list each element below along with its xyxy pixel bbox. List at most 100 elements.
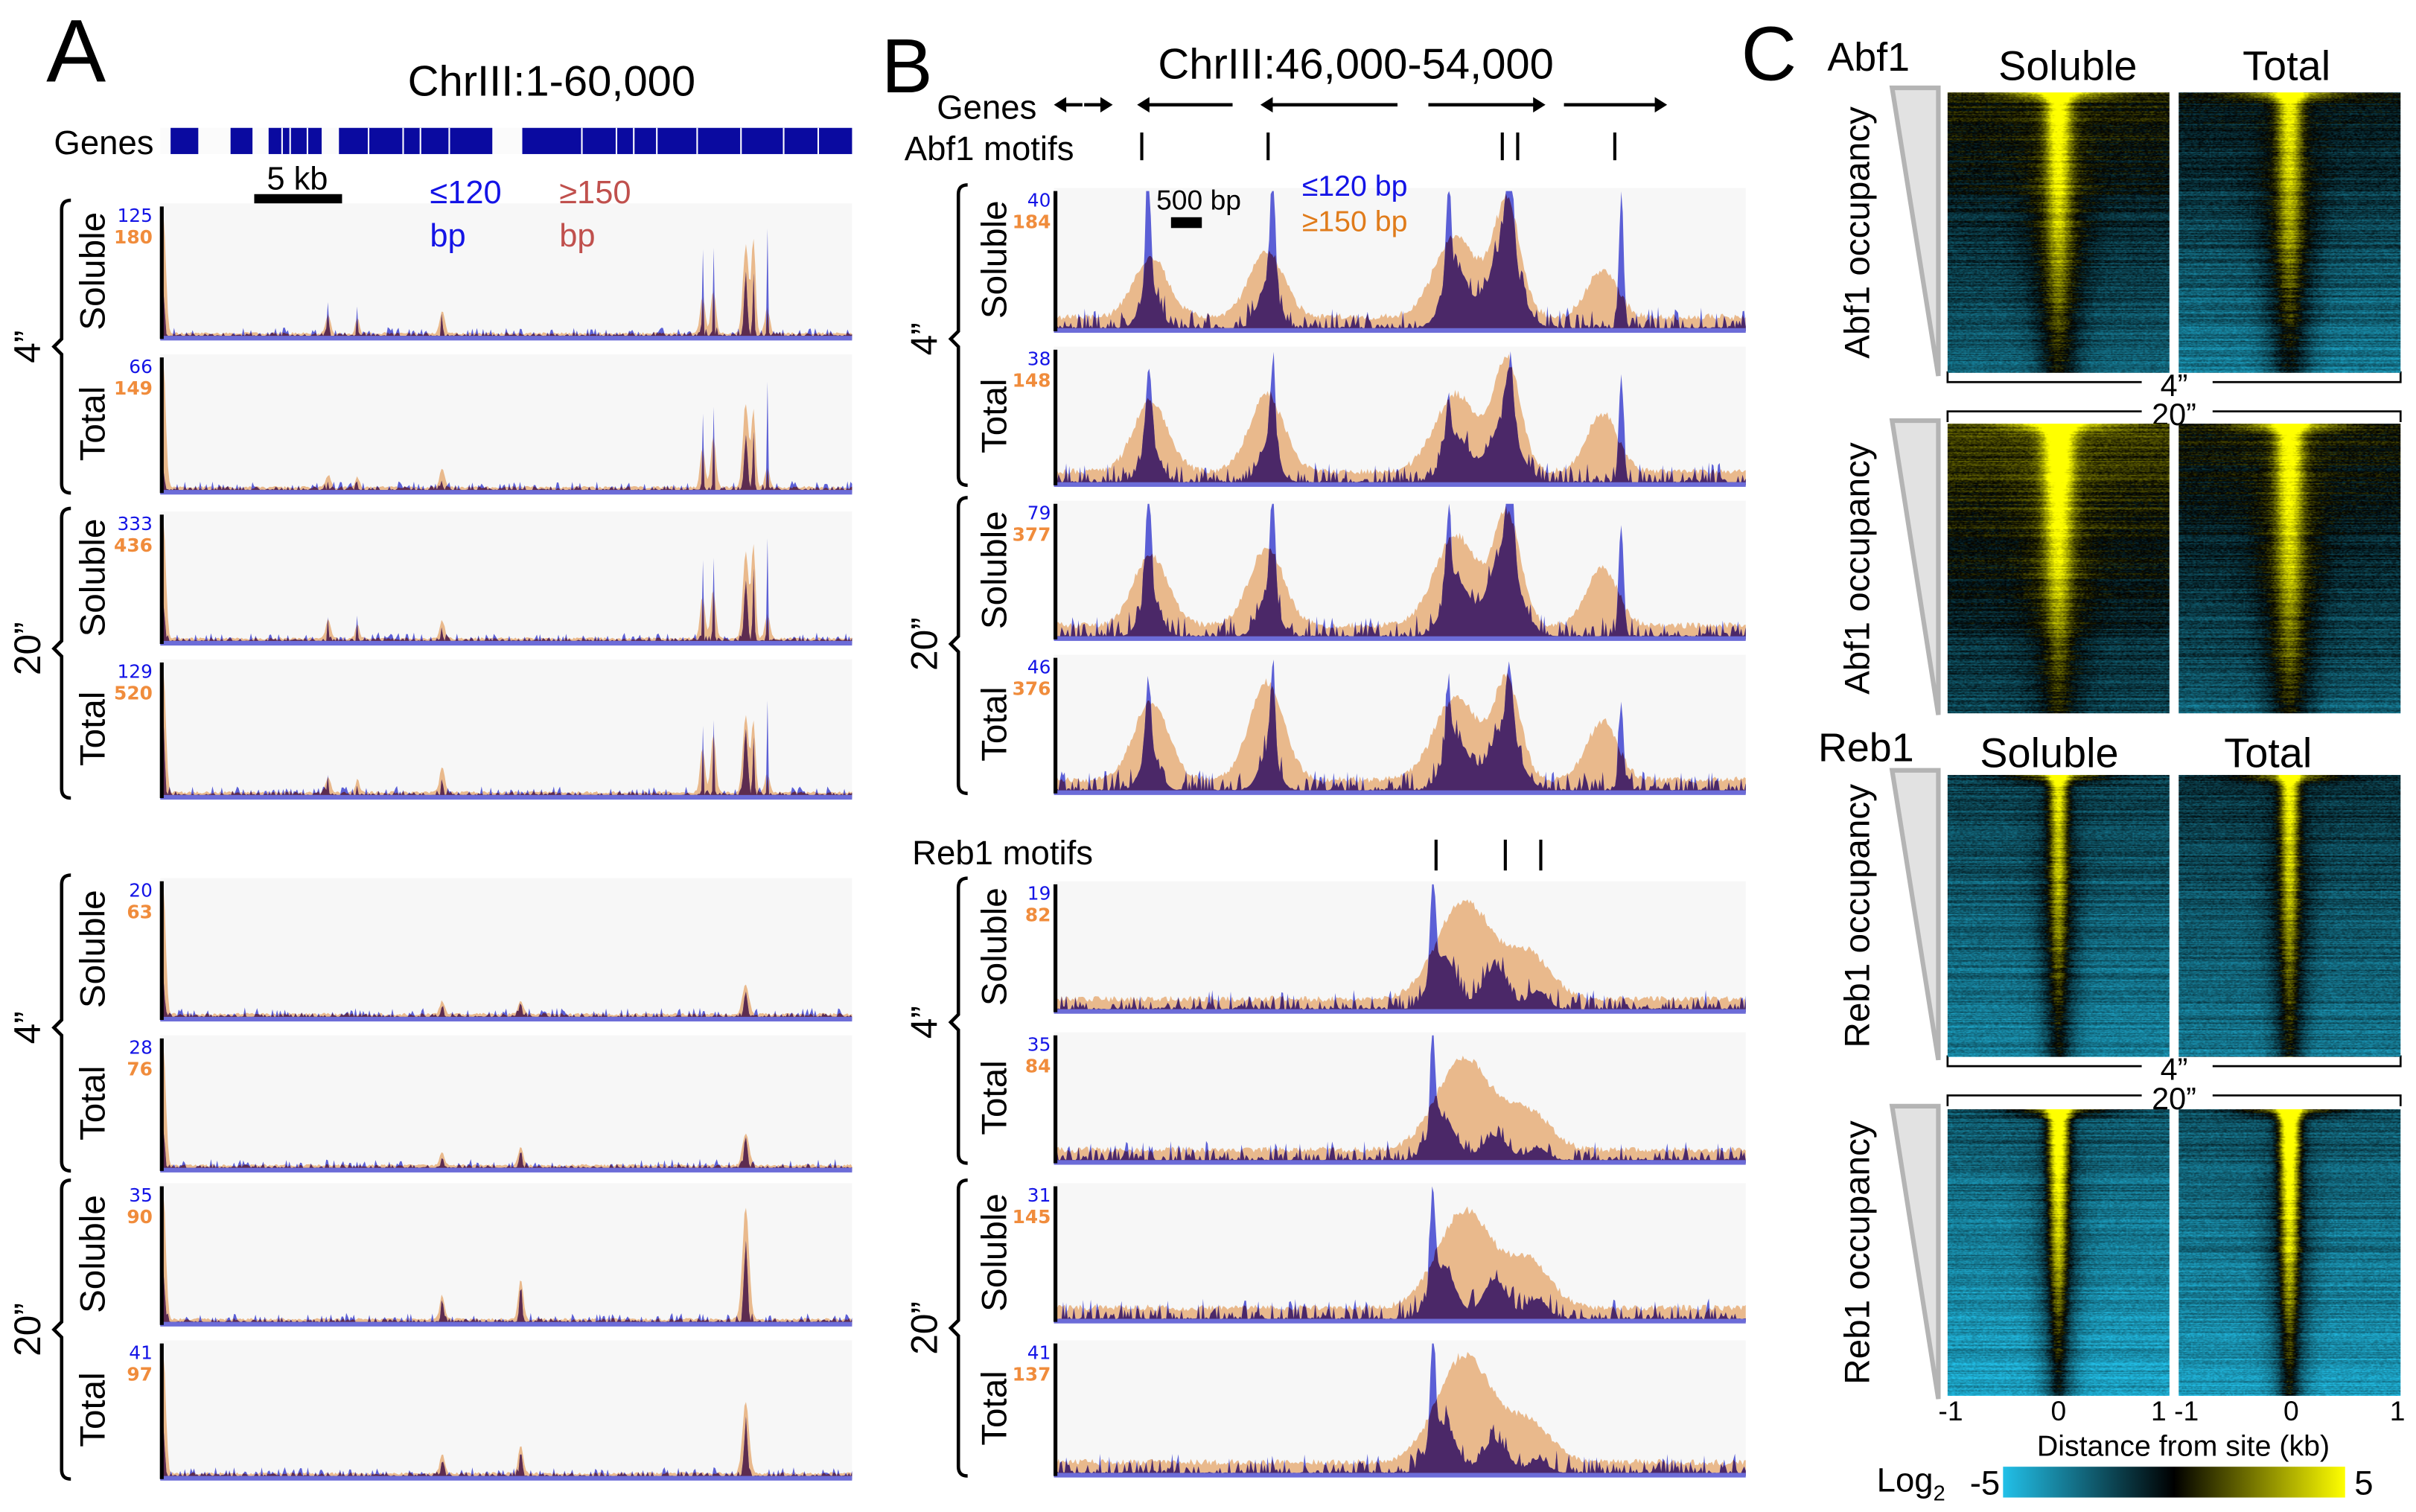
- gene-block: [339, 127, 493, 154]
- panel-b-legend-long: ≥150 bp: [1302, 205, 1408, 237]
- gene-arrow: [1260, 97, 1398, 113]
- short-max-label: 41: [129, 1342, 153, 1363]
- track-background: [1054, 881, 1746, 1012]
- x-tick: 1: [2390, 1395, 2406, 1426]
- short-fragment-area: [160, 228, 852, 339]
- track-label: Total: [74, 1372, 113, 1447]
- long-max-label: 148: [1013, 369, 1051, 391]
- long-max-label: 149: [114, 377, 153, 399]
- track-label: Soluble: [975, 200, 1014, 319]
- track-background: [160, 354, 852, 494]
- long-fragment-area: [1054, 193, 1746, 331]
- reb1-col-total: Total: [2224, 730, 2312, 776]
- track-baseline: [1054, 1473, 1746, 1478]
- gene-block: [522, 127, 852, 154]
- gene-boundary: [402, 127, 404, 154]
- gene-arrow: [1564, 97, 1668, 113]
- time-label: 4”: [903, 1006, 945, 1039]
- abf1-heatmap-title: Abf1: [1827, 35, 1910, 80]
- time-bracket: [948, 876, 968, 1165]
- long-max-label: 180: [114, 226, 153, 248]
- short-max-label: 125: [117, 205, 152, 226]
- occupancy-rank-triangle: [1889, 418, 1941, 715]
- panel-b-letter: B: [882, 22, 933, 109]
- time-label: 20”: [903, 617, 945, 671]
- gene-boundary: [696, 127, 698, 154]
- colorbar: [2003, 1467, 2345, 1498]
- gene-boundary: [306, 127, 308, 154]
- long-max-label: 84: [1025, 1055, 1051, 1076]
- gene-block: [170, 127, 199, 154]
- overlap-area: [160, 432, 852, 494]
- abf1-col-total: Total: [2243, 42, 2330, 89]
- heatmap-reb1-total-20s: [2178, 1109, 2401, 1396]
- short-max-label: 79: [1027, 502, 1051, 523]
- long-max-label: 137: [1013, 1363, 1051, 1385]
- coverage-tracks: 4”125180Soluble66149Total20”333436Solubl…: [7, 183, 1746, 1481]
- track-baseline: [160, 794, 852, 800]
- long-max-label: 145: [1013, 1206, 1051, 1228]
- track-label: Soluble: [975, 1193, 1014, 1312]
- track-background: [160, 1035, 852, 1171]
- panel-b-legend-short: ≤120 bp: [1302, 170, 1408, 202]
- x-tick: 0: [2283, 1395, 2299, 1426]
- short-max-label: 41: [1027, 1342, 1051, 1363]
- track-baseline: [160, 336, 852, 341]
- colorbar-min: -5: [1970, 1464, 2000, 1502]
- track-label: Total: [975, 1371, 1014, 1446]
- overlap-area: [1054, 1095, 1746, 1164]
- track-label: Soluble: [74, 212, 113, 331]
- track-baseline: [1054, 328, 1746, 334]
- arrowhead-left-icon: [1137, 97, 1150, 113]
- panel-a-genes-label: Genes: [54, 124, 153, 162]
- arrowhead-right-icon: [1100, 97, 1113, 113]
- time-bracket: 4”: [1946, 1053, 2402, 1087]
- long-max-label: 520: [114, 683, 153, 704]
- time-bracket: [948, 496, 968, 796]
- occupancy-axis-label: Reb1 occupancy: [1838, 1120, 1877, 1385]
- x-tick: 1: [2151, 1395, 2167, 1426]
- overlap-area: [1054, 367, 1746, 485]
- track-label: Total: [74, 692, 113, 766]
- gene-boundary: [633, 127, 635, 154]
- panel-b-title: ChrIII:46,000-54,000: [1158, 41, 1553, 89]
- x-tick: -1: [2174, 1395, 2199, 1426]
- gene-arrow: [1054, 97, 1083, 113]
- gene-arrow: [1084, 97, 1113, 113]
- time-bracket: [51, 1178, 71, 1481]
- short-max-label: 20: [129, 879, 153, 901]
- panel-b-gene-arrows: [1054, 97, 1668, 113]
- long-max-label: 376: [1013, 677, 1051, 699]
- time-bracket: [51, 506, 71, 800]
- track-background: [160, 878, 852, 1021]
- long-fragment-area: [1054, 1206, 1746, 1322]
- gene-block: [268, 127, 322, 154]
- track-label: Soluble: [74, 1195, 113, 1313]
- overlap-area: [160, 712, 852, 799]
- reb1-col-soluble: Soluble: [1980, 730, 2118, 776]
- overlap-area: [1054, 1399, 1746, 1476]
- track-label: Total: [975, 379, 1014, 453]
- heatmap-reb1-total-4s: [2178, 774, 2401, 1057]
- track-background: [160, 203, 852, 339]
- short-max-label: 28: [129, 1037, 153, 1059]
- gene-block: [230, 127, 253, 154]
- short-max-label: 46: [1027, 656, 1051, 677]
- long-fragment-area: [1054, 899, 1746, 1012]
- time-label: 4”: [2161, 1053, 2188, 1087]
- time-bracket: [948, 183, 968, 488]
- long-max-label: 76: [127, 1059, 153, 1080]
- track-baseline: [160, 1016, 852, 1022]
- gene-boundary: [367, 127, 370, 154]
- track-label: Total: [975, 686, 1014, 762]
- occupancy-rank-triangle: [1889, 768, 1941, 1061]
- time-label: 20”: [7, 1303, 48, 1356]
- abf1-motifs-label: Abf1 motifs: [905, 130, 1074, 168]
- gene-boundary: [740, 127, 742, 154]
